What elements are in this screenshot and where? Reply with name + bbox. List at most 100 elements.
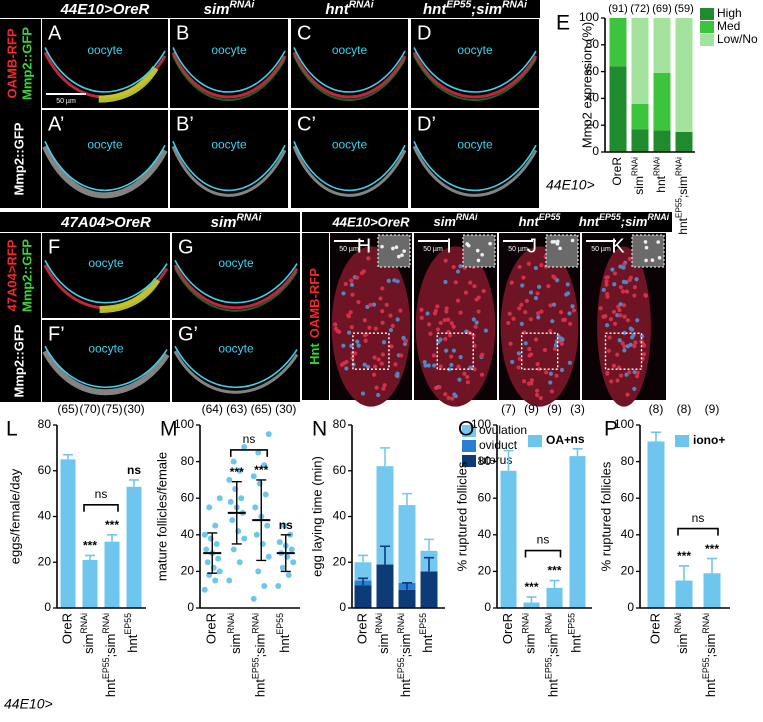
y-tick-label: 80 [38,417,52,431]
nucleus [567,360,572,365]
data-point [216,568,223,575]
nucleus [380,320,385,325]
y-tick-label: 60 [181,490,195,504]
nucleus [533,337,539,342]
x-tick-label-part: sim [523,634,538,654]
tissue [173,350,299,394]
sd-bar [207,532,218,574]
nucleus [483,328,489,333]
y-tick-label: 100 [579,10,599,24]
nucleus [371,302,377,307]
legend-swatch [700,21,714,33]
tissue [292,145,407,197]
y-tick-label: 40 [38,509,52,523]
y-tick-label: 40 [586,91,600,105]
error-bar [129,479,139,487]
nucleus [356,299,361,305]
sample-size: (9) [547,402,562,416]
x-tick-label: hntEP55 [123,613,140,653]
sample-size: (69) [652,3,672,15]
sample-size: (63) [226,402,247,416]
data-point [261,462,268,469]
nucleus [359,271,365,276]
nucleus [517,264,522,270]
nucleus [349,282,355,288]
error-bar [380,447,390,467]
oocyte-label: oocyte [457,43,493,57]
significance: *** [230,465,244,479]
nucleus [548,371,554,376]
x-tick-label: hntEP55;simRNAi [701,613,718,697]
x-tick-label-part: RNAi [521,613,531,634]
bar-segment [354,562,372,581]
column-header-part: RNAi [349,0,374,10]
micrograph [411,110,539,208]
panel-letter: K [611,235,625,257]
nucleus [635,318,640,323]
nucleus [625,318,631,323]
x-tick-label-part: RNAi [226,613,236,634]
nucleus [627,256,632,261]
data-point [262,491,269,498]
data-point [201,531,208,538]
x-tick-label-part: sim [81,634,96,654]
zoom-box [436,332,474,370]
nucleus [380,309,385,314]
nucleus [360,391,366,396]
significance: *** [105,518,119,532]
nucleus [634,277,639,282]
x-tick-label: hntEP55;simRNAi [251,613,268,697]
data-point [288,546,295,553]
data-point [216,495,223,502]
error-bar [107,534,117,542]
nucleus [374,385,379,390]
oocyte-label: oocyte [87,137,123,151]
data-point [230,458,237,465]
inset-nucleus [644,258,648,263]
x-tick-label-part: EP55 [544,657,554,679]
bar [60,459,76,608]
inset [377,234,411,268]
panel-letter: D’ [417,113,436,135]
y-tick-label: 80 [586,37,600,51]
error-bar [358,554,368,563]
nucleus [446,395,451,400]
nucleus [372,355,377,360]
data-point [261,583,268,590]
x-tick-label-part: RNAi [544,613,554,634]
nucleus [449,362,454,368]
panel-letter: G’ [178,323,198,345]
data-point [236,559,243,566]
nucleus [601,287,606,292]
x-tick-label-part: RNAi [673,613,683,634]
nucleus [533,265,539,271]
tissue [172,55,286,101]
channel-label: Mmp2::GFP [19,27,34,100]
data-point [226,577,233,584]
nucleus [465,374,470,380]
zoom-box [520,332,559,370]
y-tick-label: 80 [333,417,347,431]
panel-letter: A [48,22,62,44]
nucleus [333,326,339,331]
nucleus [349,325,354,330]
column-header-part: hnt [519,214,540,229]
data-point [255,568,262,575]
nucleus [608,317,614,322]
bar-segment [653,130,671,152]
nucleus [435,327,441,332]
bar-segment [609,66,627,152]
nucleus [462,371,467,376]
panel-letter: D [417,22,431,44]
significance: *** [705,542,719,556]
panel-letter: B’ [176,113,194,135]
nucleus [403,338,409,343]
bracket [524,549,562,558]
inset-nucleus [555,242,560,246]
column-header: simRNAi [204,0,255,18]
x-tick-label-part: hnt [103,679,118,697]
nucleus [546,284,551,289]
sample-size: (59) [674,3,694,15]
column-header-part: EP55 [446,0,471,10]
x-tick-label-part: RNAi [374,613,384,634]
